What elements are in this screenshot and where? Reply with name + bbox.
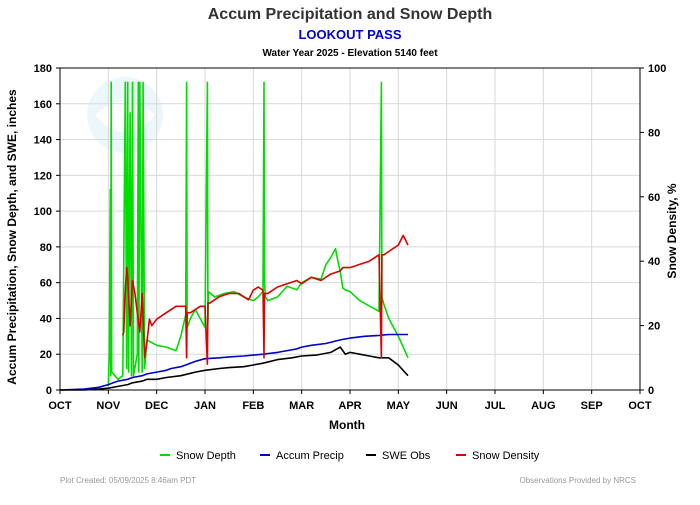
x-tick-label: DEC [145,400,168,412]
y-tick-label: 0 [46,385,52,397]
x-axis: OCT NOV DEC JAN FEB MAR APR MAY JUN JUL AUG SEP OCT [48,390,652,412]
x-tick-label: MAY [387,400,411,412]
x-tick-label: OCT [48,400,72,412]
y-tick-label: 40 [40,313,52,325]
legend-label: SWE Obs [382,450,431,462]
y2-tick-label: 0 [648,385,654,397]
legend-label: Snow Depth [176,450,236,462]
legend-label: Snow Density [472,450,540,462]
y-tick-label: 60 [40,278,52,290]
x-tick-label: JAN [194,400,216,412]
y2-tick-label: 100 [648,63,666,75]
grid-lines [60,68,640,390]
y-tick-label: 80 [40,242,52,254]
legend: Snow Depth Accum Precip SWE Obs Snow Densit… [160,450,540,462]
chart-subtitle-2: Water Year 2025 - Elevation 5140 feet [262,48,438,59]
series-line-accum-precip [59,333,408,391]
x-tick-label: MAR [289,400,314,412]
series-line-swe-obs [60,346,409,391]
y2-tick-label: 60 [648,192,660,204]
chart-title: Accum Precipitation and Snow Depth [208,6,492,23]
y-tick-label: 120 [34,170,52,182]
x-tick-label: SEP [581,400,603,412]
y2-axis-label: Snow Density, % [665,183,679,278]
plot-area [59,81,409,391]
y-tick-label: 180 [34,63,52,75]
x-tick-label: JUN [436,400,458,412]
y2-tick-label: 20 [648,321,660,333]
y-tick-label: 20 [40,349,52,361]
y-axis-right: 0 20 40 60 80 100 [640,63,666,397]
legend-label: Accum Precip [276,450,344,462]
y-axis-left: 0 20 40 60 80 100 120 140 160 180 [34,63,60,397]
y-tick-label: 140 [34,135,52,147]
y-tick-label: 160 [34,99,52,111]
x-tick-label: AUG [531,400,555,412]
x-tick-label: NOV [96,400,121,412]
x-tick-label: JUL [485,400,506,412]
x-axis-label: Month [329,418,365,432]
x-tick-label: FEB [242,400,264,412]
y-axis-label: Accum Precipitation, Snow Depth, and SWE… [5,89,19,385]
series-line-snow-density [122,234,409,366]
y2-tick-label: 80 [648,127,660,139]
x-tick-label: APR [338,400,361,412]
chart-subtitle: LOOKOUT PASS [298,27,401,42]
x-tick-label: OCT [628,400,652,412]
observations-credit: Observations Provided by NRCS [520,476,637,485]
plot-created-note: Plot Created: 05/09/2025 8:46am PDT [60,476,196,485]
y2-tick-label: 40 [648,256,660,268]
y-tick-label: 100 [34,206,52,218]
